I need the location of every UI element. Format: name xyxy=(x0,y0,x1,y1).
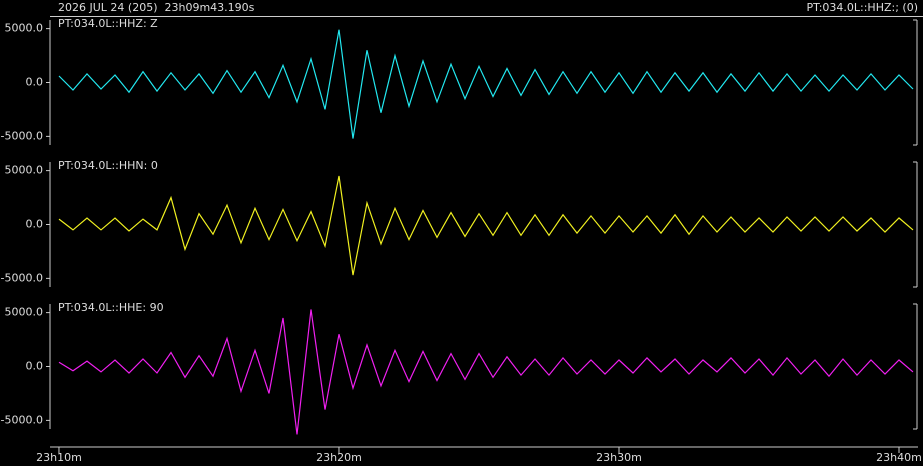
trace-label: PT:034.0L::HHE: 90 xyxy=(58,301,164,314)
waveform xyxy=(58,29,914,139)
y-tick-label: -5000.0 xyxy=(1,413,43,426)
header-time: 2026 JUL 24 (205) 23h09m43.190s xyxy=(58,1,255,14)
waveform xyxy=(58,175,914,276)
x-tick-label: 23h10m xyxy=(36,451,82,464)
x-tick-label: 23h20m xyxy=(316,451,362,464)
y-tick-label: -5000.0 xyxy=(1,271,43,284)
y-tick-label: 0.0 xyxy=(26,76,44,89)
x-tick-label: 23h40m xyxy=(876,451,922,464)
y-tick-label: 0.0 xyxy=(26,218,44,231)
trace-label: PT:034.0L::HHN: 0 xyxy=(58,159,158,172)
header-channel: PT:034.0L::HHZ:; (0) xyxy=(807,1,918,14)
x-tick-label: 23h30m xyxy=(596,451,642,464)
trace-label: PT:034.0L::HHZ: Z xyxy=(58,17,158,30)
y-tick-label: 5000.0 xyxy=(5,164,44,177)
y-tick-label: -5000.0 xyxy=(1,129,43,142)
y-tick-label: 5000.0 xyxy=(5,306,44,319)
waveform xyxy=(58,309,914,435)
y-tick-label: 0.0 xyxy=(26,360,44,373)
y-tick-label: 5000.0 xyxy=(5,22,44,35)
